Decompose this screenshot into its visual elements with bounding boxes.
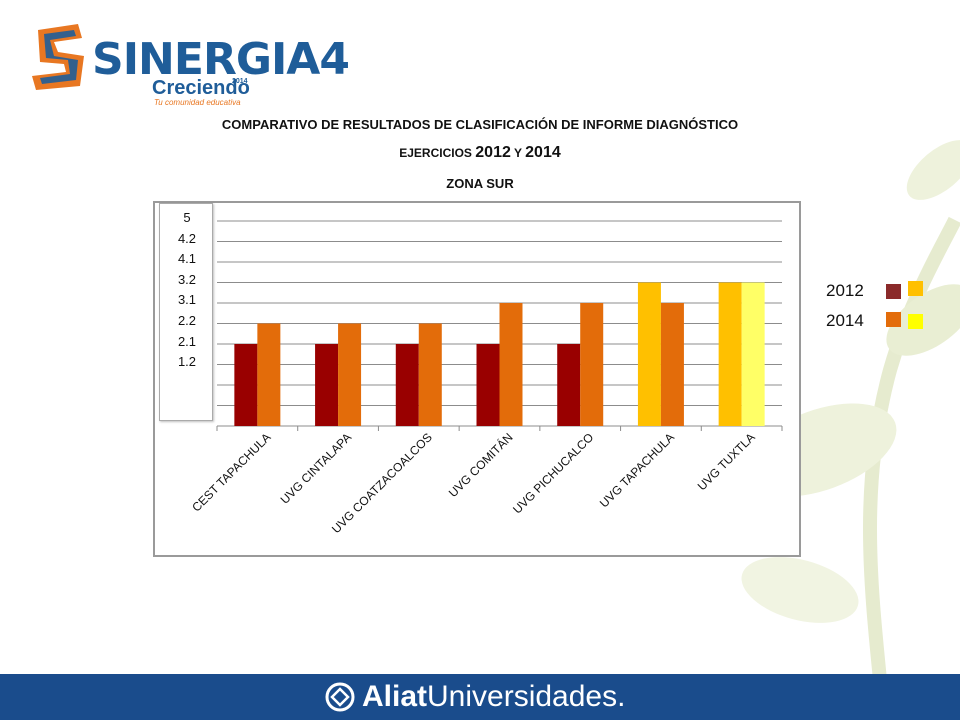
subtitle-year-2012: 2012 [475, 144, 511, 161]
sinergia-logo: SINERGIA4 2014 Creciendo Tu comunidad ed… [30, 18, 350, 108]
footer-brand-regular: Universidades. [427, 680, 626, 713]
logo-digit: 4 [319, 34, 350, 85]
bar-2014 [660, 303, 684, 426]
bar-2014 [580, 303, 604, 426]
legend-label-2014: 2014 [826, 311, 864, 330]
logo-subtitle: Creciendo [152, 77, 250, 99]
logo-wordmark: SINERGIA4 [92, 38, 350, 82]
bar-2012 [476, 344, 500, 426]
subtitle-year-2014: 2014 [525, 144, 561, 161]
bar-2014 [499, 303, 523, 426]
x-tick-label: CEST TAPACHULA [189, 430, 273, 514]
scale-label: 3.2 [177, 271, 197, 287]
bar-2012 [637, 282, 661, 426]
scale-label: 4.1 [177, 251, 197, 267]
scale-label: 4.2 [177, 230, 197, 246]
scale-label: 2.2 [177, 313, 197, 328]
bar-2014 [257, 323, 281, 426]
scale-box: 5 4.2 4.1 3.2 3.1 2.2 2.1 1.2 [159, 203, 213, 421]
legend-swatch-2014-b [908, 314, 923, 329]
bar-2014 [741, 282, 765, 426]
footer-brand-bold: Aliat [362, 680, 428, 713]
subtitle-part-c: Y [514, 146, 522, 160]
subtitle-part-a: EJERCICIOS [399, 146, 472, 160]
zone-label: ZONA SUR [446, 176, 514, 191]
bar-2012 [718, 282, 742, 426]
legend-swatch-2012-a [886, 284, 901, 299]
legend-label-2012: 2012 [826, 281, 864, 300]
legend-swatch-2014-a [886, 312, 901, 327]
bar-2012 [395, 344, 419, 426]
scale-label: 5 [183, 210, 191, 225]
logo-tagline: Tu comunidad educativa [154, 98, 241, 107]
bar-2014 [338, 323, 362, 426]
scale-label: 3.1 [177, 292, 197, 308]
scale-label: 1.2 [177, 354, 197, 370]
scale-label: 2.1 [177, 333, 197, 349]
logo-main-text: SINERGIA [92, 34, 320, 85]
bar-2012 [315, 344, 339, 426]
logo-s-mark [32, 24, 84, 90]
x-tick-label: UVG TAPACHULA [597, 430, 677, 510]
legend-swatch-2012-b [908, 281, 923, 296]
x-tick-label: UVG TUXTLA [695, 430, 758, 493]
footer-bar: AliatUniversidades. [0, 674, 960, 720]
logo-year: 2014 [232, 78, 248, 85]
bar-2012 [557, 344, 581, 426]
x-tick-label: UVG CINTALAPA [278, 430, 355, 507]
footer-brand: AliatUniversidades. [362, 679, 625, 715]
chart-subtitle: EJERCICIOS 2012 Y 2014 [0, 144, 960, 162]
bar-2012 [234, 344, 258, 426]
aliat-logo-icon [325, 682, 355, 712]
x-tick-label: UVG PICHUCALCO [510, 430, 596, 516]
x-tick-label: UVG COMITÁN [445, 430, 515, 500]
bar-2014 [418, 323, 442, 426]
chart-title: COMPARATIVO DE RESULTADOS DE CLASIFICACI… [221, 117, 739, 132]
